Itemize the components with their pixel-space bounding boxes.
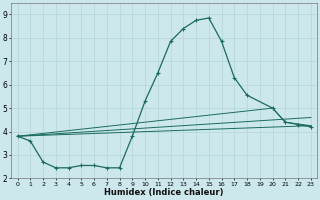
X-axis label: Humidex (Indice chaleur): Humidex (Indice chaleur) bbox=[104, 188, 224, 197]
